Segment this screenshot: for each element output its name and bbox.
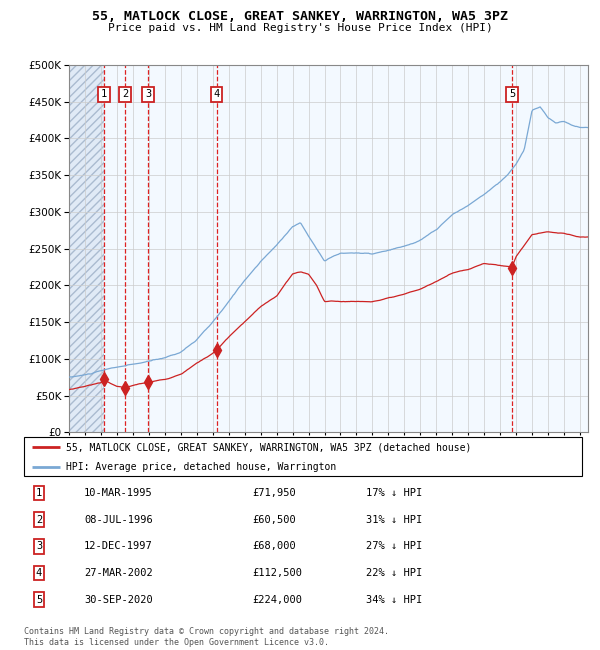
Text: 27% ↓ HPI: 27% ↓ HPI	[366, 541, 422, 551]
Text: 5: 5	[36, 595, 42, 604]
Text: 3: 3	[145, 90, 151, 99]
Text: 17% ↓ HPI: 17% ↓ HPI	[366, 488, 422, 498]
Text: 30-SEP-2020: 30-SEP-2020	[84, 595, 153, 604]
FancyBboxPatch shape	[24, 437, 582, 476]
Bar	[125, 65, 148, 432]
Text: 2: 2	[36, 515, 42, 525]
Text: 08-JUL-1996: 08-JUL-1996	[84, 515, 153, 525]
Text: 1: 1	[36, 488, 42, 498]
Text: 55, MATLOCK CLOSE, GREAT SANKEY, WARRINGTON, WA5 3PZ (detached house): 55, MATLOCK CLOSE, GREAT SANKEY, WARRING…	[66, 443, 471, 452]
Bar	[512, 65, 588, 432]
Text: £60,500: £60,500	[252, 515, 296, 525]
Text: 31% ↓ HPI: 31% ↓ HPI	[366, 515, 422, 525]
Text: 34% ↓ HPI: 34% ↓ HPI	[366, 595, 422, 604]
Text: 22% ↓ HPI: 22% ↓ HPI	[366, 568, 422, 578]
Text: 55, MATLOCK CLOSE, GREAT SANKEY, WARRINGTON, WA5 3PZ: 55, MATLOCK CLOSE, GREAT SANKEY, WARRING…	[92, 10, 508, 23]
Text: 4: 4	[214, 90, 220, 99]
Bar	[69, 65, 104, 432]
Text: Price paid vs. HM Land Registry's House Price Index (HPI): Price paid vs. HM Land Registry's House …	[107, 23, 493, 33]
Text: 5: 5	[509, 90, 515, 99]
Text: 1: 1	[101, 90, 107, 99]
Text: £68,000: £68,000	[252, 541, 296, 551]
Text: 2: 2	[122, 90, 128, 99]
Text: 10-MAR-1995: 10-MAR-1995	[84, 488, 153, 498]
Text: 4: 4	[36, 568, 42, 578]
Text: £71,950: £71,950	[252, 488, 296, 498]
Bar	[69, 65, 104, 432]
Text: £112,500: £112,500	[252, 568, 302, 578]
Text: £224,000: £224,000	[252, 595, 302, 604]
Text: 27-MAR-2002: 27-MAR-2002	[84, 568, 153, 578]
Text: HPI: Average price, detached house, Warrington: HPI: Average price, detached house, Warr…	[66, 462, 336, 472]
Text: 3: 3	[36, 541, 42, 551]
Bar	[104, 65, 125, 432]
Bar	[217, 65, 512, 432]
Text: 12-DEC-1997: 12-DEC-1997	[84, 541, 153, 551]
Bar	[148, 65, 217, 432]
Text: Contains HM Land Registry data © Crown copyright and database right 2024.
This d: Contains HM Land Registry data © Crown c…	[24, 627, 389, 647]
